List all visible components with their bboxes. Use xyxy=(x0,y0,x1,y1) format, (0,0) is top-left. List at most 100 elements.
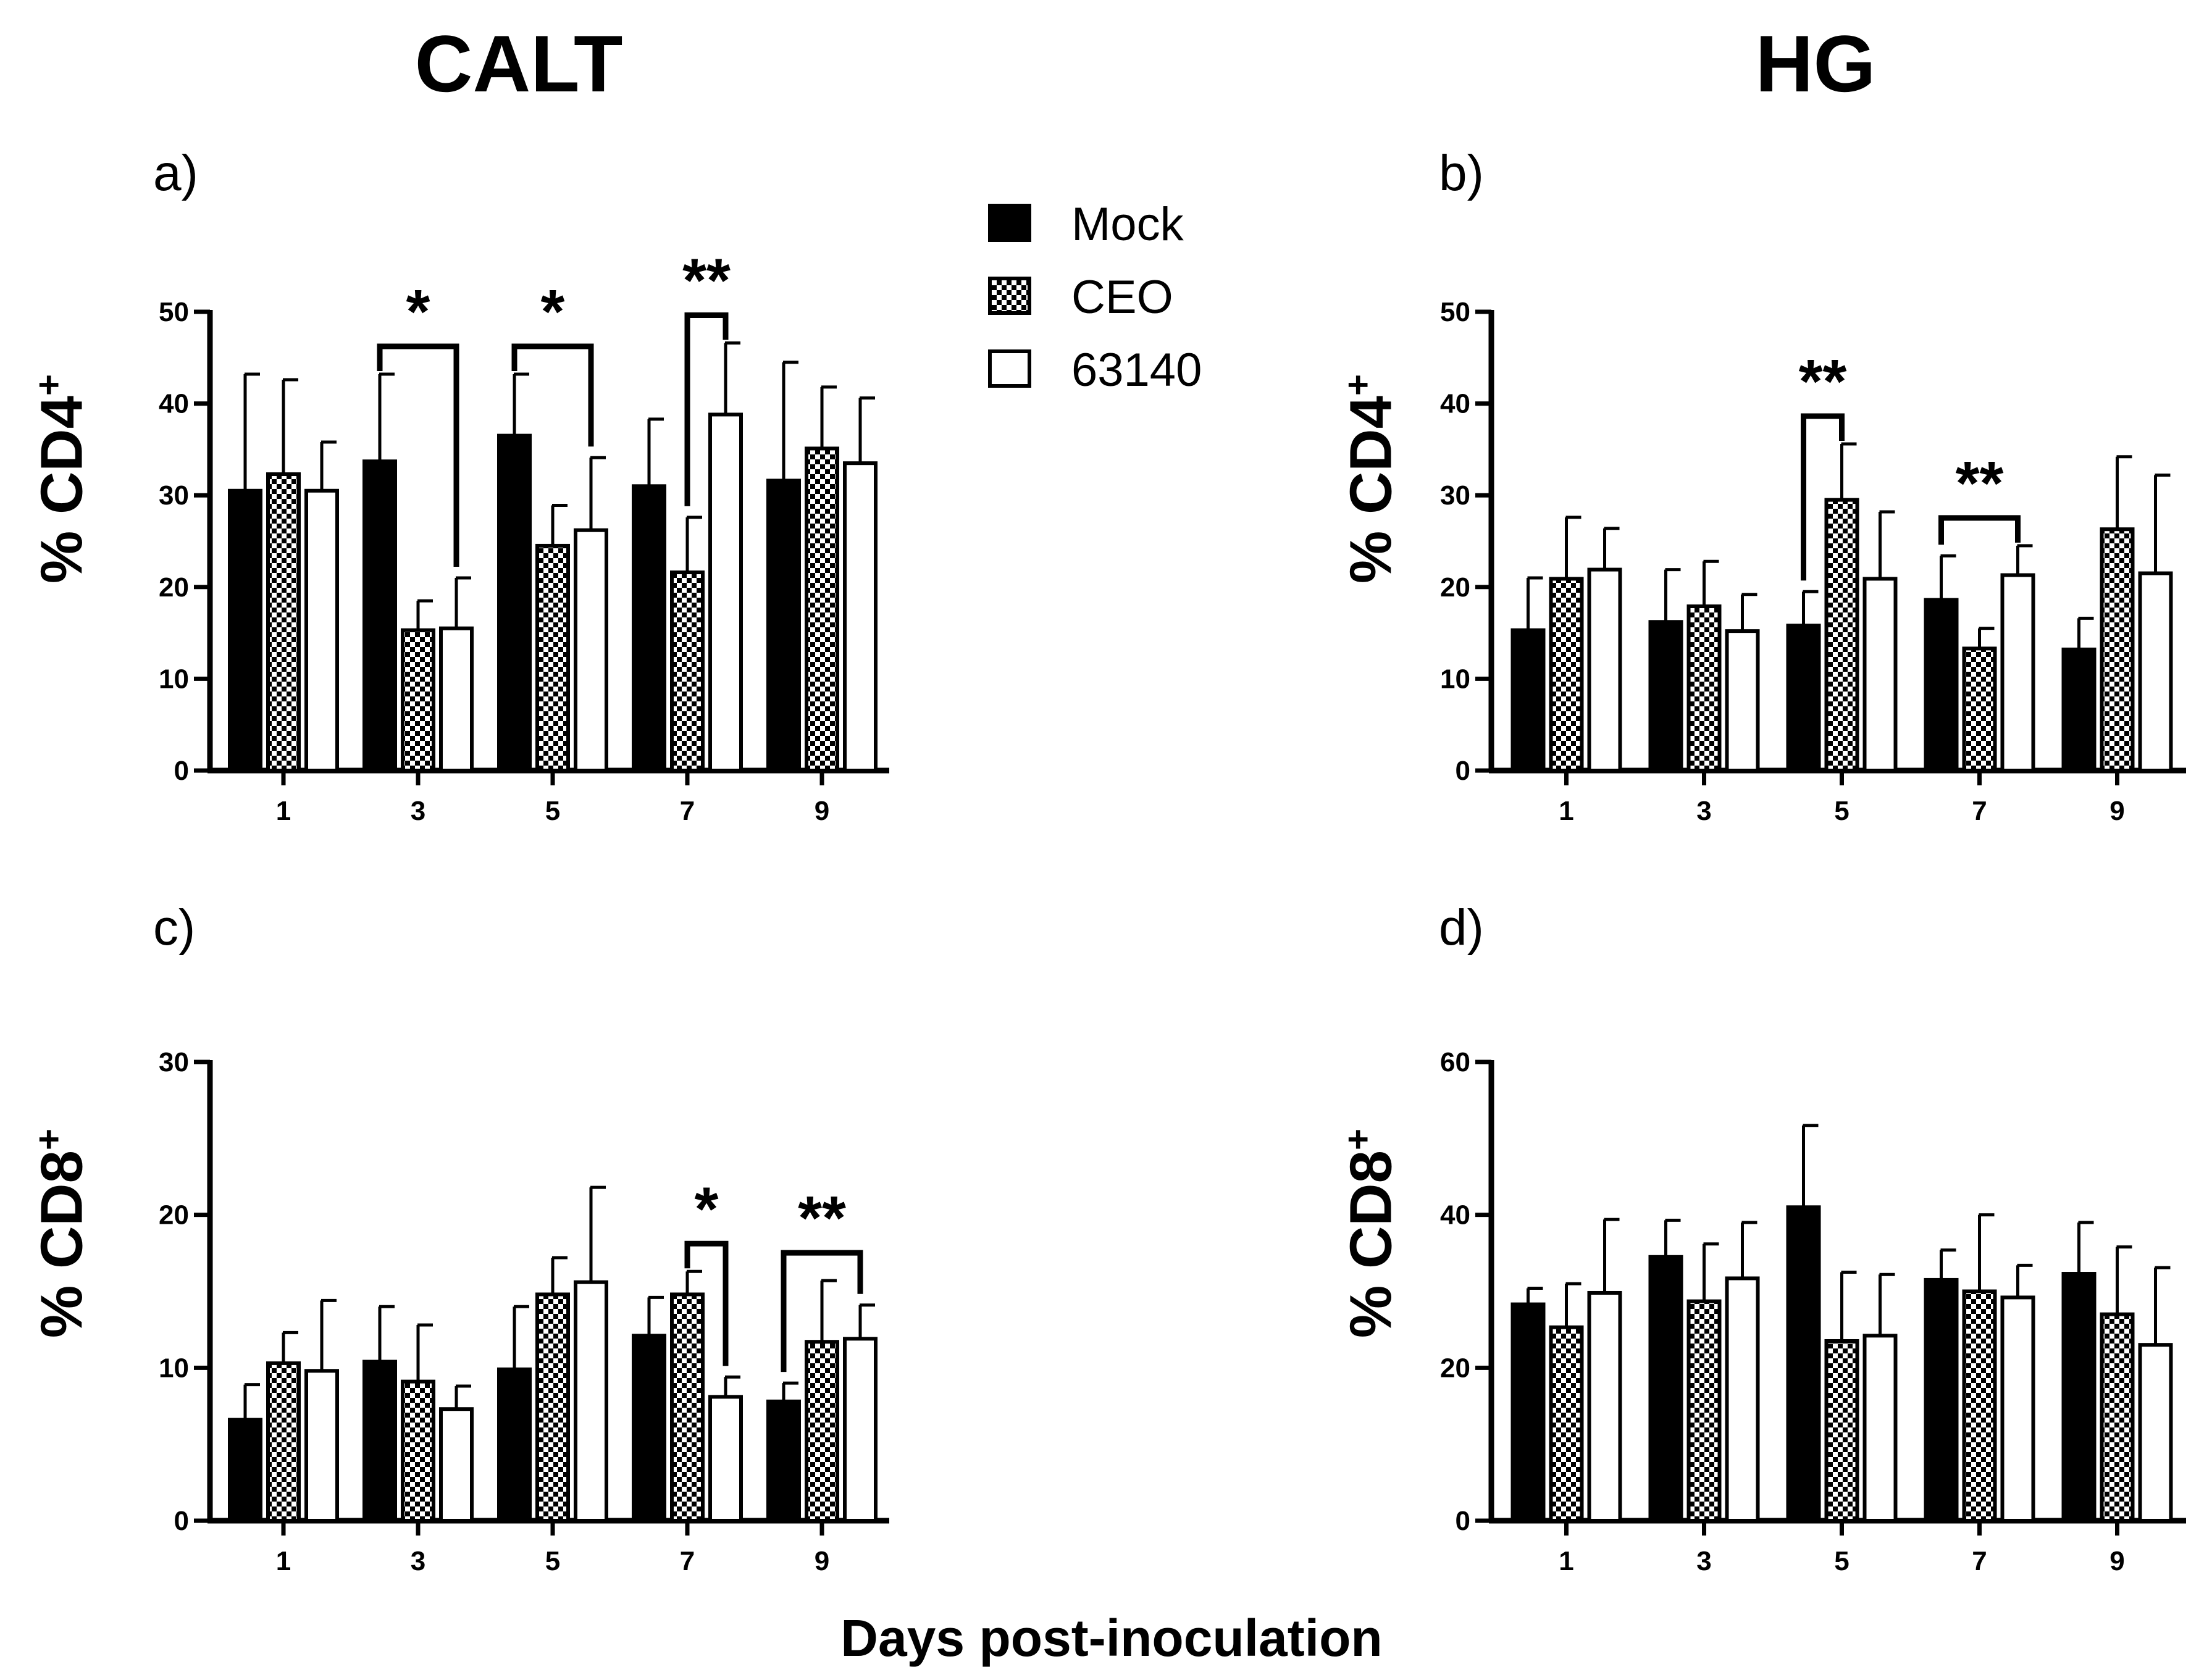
bar-63140 xyxy=(2000,1295,2035,1523)
significance-bracket xyxy=(684,312,729,506)
significance-label: * xyxy=(406,277,430,346)
bar-mock xyxy=(1510,1302,1546,1523)
bar-63140 xyxy=(304,1369,339,1523)
y-tick-label: 10 xyxy=(159,1353,189,1383)
y-tick-label: 30 xyxy=(1440,480,1470,511)
y-tick-label: 0 xyxy=(174,756,189,786)
bar-63140 xyxy=(2000,573,2035,772)
significance-bracket xyxy=(1938,515,2021,545)
y-tick-label: 50 xyxy=(1440,297,1470,327)
significance-label: ** xyxy=(798,1184,846,1253)
significance-bracket xyxy=(684,1240,729,1366)
bar-mock xyxy=(632,484,666,773)
bar-mock xyxy=(1648,620,1683,772)
bar-63140 xyxy=(708,1395,743,1523)
panel-b-ylabel: % CD4+ xyxy=(1337,374,1404,584)
bar-63140 xyxy=(1587,567,1622,772)
y-tick-label: 0 xyxy=(1456,1506,1470,1536)
bar-ceo xyxy=(1962,1289,1997,1523)
bar-ceo xyxy=(670,570,705,772)
bar-63140 xyxy=(1725,629,1760,772)
legend-swatch-mock xyxy=(988,204,1031,242)
x-tick-label: 5 xyxy=(1834,1546,1849,1576)
bar-63140 xyxy=(843,461,878,772)
x-tick-label: 3 xyxy=(411,1546,425,1576)
x-tick-label: 3 xyxy=(1696,796,1711,826)
x-tick-label: 1 xyxy=(1559,1546,1573,1576)
panel-d-chart: 0 20 40 60 1 3 5 7 9 xyxy=(1440,1047,2186,1576)
significance-bracket xyxy=(511,343,594,447)
bar-ceo xyxy=(401,1379,435,1523)
legend-swatch-63140 xyxy=(988,349,1031,388)
bar-63140 xyxy=(304,488,339,773)
x-tick-label: 1 xyxy=(276,1546,291,1576)
bar-63140 xyxy=(574,1280,608,1523)
bar-ceo xyxy=(1686,1299,1722,1523)
panel-c-label: c) xyxy=(153,900,196,956)
x-tick-label: 9 xyxy=(815,1546,829,1576)
panel-d-label: d) xyxy=(1439,900,1484,956)
bar-mock xyxy=(1924,598,1959,772)
significance-label: * xyxy=(695,1174,719,1243)
panel-c-ylabel: % CD8+ xyxy=(28,1128,95,1339)
bar-ceo xyxy=(266,1361,301,1523)
x-tick-label: 7 xyxy=(1972,796,1987,826)
x-tick-label: 9 xyxy=(815,796,829,826)
y-tick-label: 40 xyxy=(1440,389,1470,419)
panel-d-ylabel: % CD8+ xyxy=(1337,1128,1404,1339)
bar-63140 xyxy=(843,1337,878,1523)
bar-mock xyxy=(2061,647,2097,773)
bar-ceo xyxy=(1824,1339,1859,1523)
bar-63140 xyxy=(708,412,743,772)
bar-ceo xyxy=(1962,646,1997,773)
panel-a-label: a) xyxy=(153,145,198,201)
y-tick-label: 20 xyxy=(1440,572,1470,603)
bar-ceo xyxy=(2100,1312,2135,1523)
bar-ceo xyxy=(266,472,301,772)
bar-mock xyxy=(1648,1255,1683,1523)
y-tick-label: 20 xyxy=(159,1200,189,1231)
bar-mock xyxy=(632,1334,666,1523)
panel-b-label: b) xyxy=(1439,145,1484,201)
bar-ceo xyxy=(1549,1325,1584,1523)
y-tick-label: 0 xyxy=(1456,756,1470,786)
y-tick-label: 20 xyxy=(1440,1353,1470,1383)
x-tick-label: 1 xyxy=(276,796,291,826)
bar-ceo xyxy=(2100,527,2135,772)
y-tick-label: 10 xyxy=(159,664,189,694)
y-tick-label: 30 xyxy=(159,480,189,511)
legend-label-ceo: CEO xyxy=(1071,271,1173,324)
x-tick-label: 7 xyxy=(680,796,695,826)
x-tick-label: 5 xyxy=(1834,796,1849,826)
y-tick-label: 20 xyxy=(159,572,189,603)
x-tick-label: 5 xyxy=(545,1546,560,1576)
significance-bracket xyxy=(377,343,459,567)
bar-ceo xyxy=(805,446,839,772)
panel-a-ylabel: % CD4+ xyxy=(28,374,95,584)
y-tick-label: 30 xyxy=(159,1047,189,1077)
y-tick-label: 60 xyxy=(1440,1047,1470,1077)
bar-63140 xyxy=(2138,571,2173,772)
legend-label-63140: 63140 xyxy=(1071,344,1202,396)
y-tick-label: 0 xyxy=(174,1506,189,1536)
x-tick-label: 9 xyxy=(2109,796,2124,826)
x-tick-label: 3 xyxy=(411,796,425,826)
bar-mock xyxy=(228,488,262,773)
significance-label: ** xyxy=(1956,449,2004,518)
significance-label: * xyxy=(541,277,565,346)
bar-mock xyxy=(1924,1277,1959,1523)
bar-ceo xyxy=(535,1292,570,1523)
bar-63140 xyxy=(2138,1343,2173,1523)
panel-b-chart: 0 10 20 30 40 50 1 3 5 7 9 ** ** xyxy=(1440,297,2186,826)
bar-mock xyxy=(1786,624,1821,772)
bar-ceo xyxy=(535,543,570,772)
bar-mock xyxy=(362,1360,397,1523)
bar-mock xyxy=(2061,1272,2097,1523)
x-tick-label: 7 xyxy=(1972,1546,1987,1576)
bar-63140 xyxy=(439,1407,474,1523)
hg-column-title: HG xyxy=(1755,19,1876,109)
significance-bracket xyxy=(781,1250,863,1373)
